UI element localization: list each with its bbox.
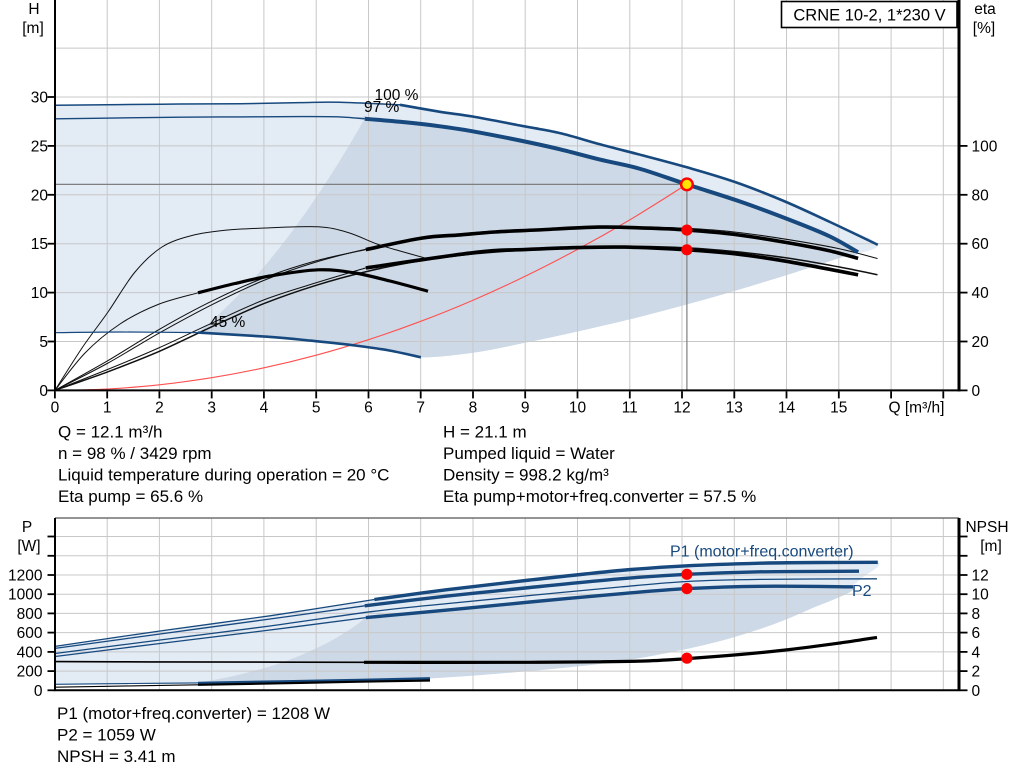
svg-text:25: 25 — [31, 138, 48, 155]
svg-text:P1 (motor+freq.converter): P1 (motor+freq.converter) — [670, 544, 854, 561]
svg-text:14: 14 — [778, 399, 796, 416]
svg-text:1: 1 — [103, 399, 112, 416]
svg-text:NPSH = 3.41 m: NPSH = 3.41 m — [57, 747, 176, 766]
svg-text:Eta pump = 65.6 %: Eta pump = 65.6 % — [58, 487, 203, 506]
svg-text:Liquid temperature during oper: Liquid temperature during operation = 20… — [58, 466, 389, 485]
svg-text:9: 9 — [521, 399, 530, 416]
svg-text:4: 4 — [972, 644, 981, 661]
svg-text:Eta pump+motor+freq.converter: Eta pump+motor+freq.converter = 57.5 % — [443, 487, 756, 506]
svg-text:97 %: 97 % — [364, 99, 400, 116]
svg-text:6: 6 — [364, 399, 373, 416]
svg-text:2: 2 — [972, 664, 981, 681]
svg-text:[W]: [W] — [17, 538, 40, 555]
svg-text:10: 10 — [31, 285, 49, 302]
svg-text:Pumped liquid = Water: Pumped liquid = Water — [443, 444, 615, 463]
svg-text:0: 0 — [39, 383, 48, 400]
svg-text:8: 8 — [972, 606, 981, 623]
svg-text:n = 98 % / 3429 rpm: n = 98 % / 3429 rpm — [58, 444, 212, 463]
svg-text:6: 6 — [972, 625, 981, 642]
svg-text:0: 0 — [972, 683, 981, 700]
svg-text:2: 2 — [155, 399, 164, 416]
svg-text:10: 10 — [972, 587, 990, 604]
svg-text:40: 40 — [972, 285, 990, 302]
svg-text:15: 15 — [830, 399, 847, 416]
svg-text:[m]: [m] — [22, 20, 44, 37]
svg-text:H: H — [28, 1, 39, 18]
svg-text:600: 600 — [17, 625, 43, 642]
svg-text:0: 0 — [972, 383, 981, 400]
svg-text:P2 = 1059 W: P2 = 1059 W — [57, 726, 156, 745]
svg-text:11: 11 — [622, 399, 638, 416]
svg-text:100 %: 100 % — [375, 87, 419, 104]
svg-text:H = 21.1 m: H = 21.1 m — [443, 422, 527, 441]
svg-text:3: 3 — [207, 399, 216, 416]
svg-text:45 %: 45 % — [210, 314, 246, 331]
svg-text:8: 8 — [469, 399, 478, 416]
svg-text:20: 20 — [31, 187, 49, 204]
svg-text:7: 7 — [416, 399, 425, 416]
svg-text:30: 30 — [31, 90, 49, 107]
svg-text:10: 10 — [569, 399, 587, 416]
svg-text:400: 400 — [17, 644, 43, 661]
svg-text:60: 60 — [972, 236, 990, 253]
svg-text:P: P — [22, 519, 32, 536]
svg-text:13: 13 — [726, 399, 743, 416]
svg-text:1000: 1000 — [8, 587, 43, 604]
svg-text:80: 80 — [972, 187, 990, 204]
svg-text:5: 5 — [312, 399, 321, 416]
svg-text:12: 12 — [972, 567, 989, 584]
svg-text:1200: 1200 — [8, 567, 43, 584]
svg-text:20: 20 — [972, 334, 990, 351]
svg-text:Q [m³/h]: Q [m³/h] — [889, 399, 945, 416]
svg-text:P2: P2 — [852, 583, 872, 600]
svg-text:800: 800 — [17, 606, 43, 623]
svg-text:Density = 998.2 kg/m³: Density = 998.2 kg/m³ — [443, 466, 609, 485]
svg-text:4: 4 — [260, 399, 269, 416]
svg-text:eta: eta — [974, 1, 996, 18]
svg-text:12: 12 — [673, 399, 690, 416]
svg-text:NPSH: NPSH — [965, 519, 1008, 536]
svg-text:5: 5 — [39, 334, 48, 351]
svg-text:P1 (motor+freq.converter) = 12: P1 (motor+freq.converter) = 1208 W — [57, 704, 330, 723]
svg-text:200: 200 — [17, 664, 43, 681]
svg-text:Q = 12.1 m³/h: Q = 12.1 m³/h — [58, 422, 162, 441]
svg-text:100: 100 — [972, 138, 998, 155]
svg-text:[m]: [m] — [980, 538, 1002, 555]
svg-text:0: 0 — [51, 399, 60, 416]
svg-text:CRNE 10-2, 1*230 V: CRNE 10-2, 1*230 V — [793, 7, 945, 25]
svg-text:0: 0 — [34, 683, 43, 700]
svg-text:15: 15 — [31, 236, 48, 253]
svg-text:[%]: [%] — [973, 20, 995, 37]
